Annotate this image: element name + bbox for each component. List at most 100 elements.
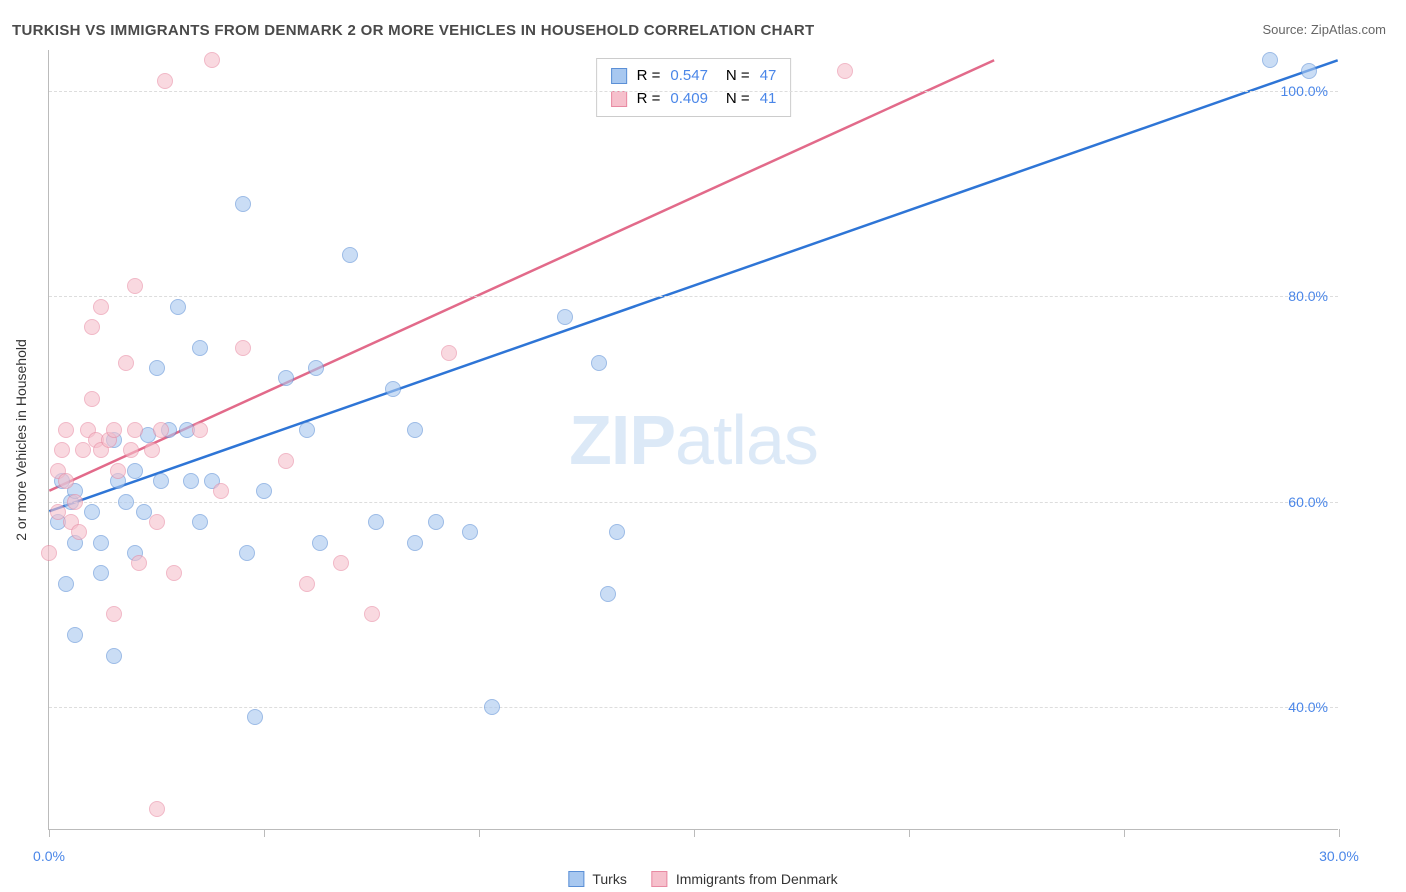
bottom-legend-label-denmark: Immigrants from Denmark <box>676 871 838 887</box>
r-value-turks: 0.547 <box>670 65 708 88</box>
x-tick <box>1339 829 1340 837</box>
watermark-atlas: atlas <box>675 401 818 479</box>
scatter-point <box>213 483 229 499</box>
scatter-point <box>204 52 220 68</box>
n-label: N = <box>726 65 750 88</box>
scatter-point <box>67 627 83 643</box>
bottom-legend-item-turks: Turks <box>568 871 626 887</box>
scatter-point <box>106 606 122 622</box>
scatter-point <box>118 494 134 510</box>
scatter-point <box>93 299 109 315</box>
y-tick-label: 40.0% <box>1288 699 1328 715</box>
bottom-legend: Turks Immigrants from Denmark <box>568 871 837 887</box>
watermark-zip: ZIP <box>569 401 675 479</box>
scatter-point <box>93 565 109 581</box>
trend-svg <box>49 50 1338 829</box>
scatter-point <box>441 345 457 361</box>
x-tick <box>264 829 265 837</box>
source-label: Source: ZipAtlas.com <box>1262 22 1386 37</box>
legend-stats-row-1: R = 0.547 N = 47 <box>611 65 777 88</box>
scatter-point <box>407 422 423 438</box>
scatter-point <box>157 73 173 89</box>
scatter-point <box>247 709 263 725</box>
grid-line <box>49 707 1338 708</box>
bottom-swatch-denmark <box>652 871 668 887</box>
scatter-point <box>106 648 122 664</box>
scatter-point <box>67 494 83 510</box>
x-tick <box>49 829 50 837</box>
y-tick-label: 80.0% <box>1288 288 1328 304</box>
scatter-point <box>299 422 315 438</box>
scatter-point <box>407 535 423 551</box>
bottom-legend-label-turks: Turks <box>592 871 626 887</box>
scatter-point <box>84 504 100 520</box>
scatter-point <box>127 278 143 294</box>
scatter-point <box>58 422 74 438</box>
scatter-point <box>333 555 349 571</box>
scatter-point <box>123 442 139 458</box>
scatter-point <box>149 514 165 530</box>
scatter-point <box>54 442 70 458</box>
scatter-point <box>110 463 126 479</box>
scatter-point <box>192 340 208 356</box>
scatter-point <box>153 473 169 489</box>
x-tick <box>1124 829 1125 837</box>
scatter-point <box>170 299 186 315</box>
scatter-point <box>144 442 160 458</box>
x-tick <box>479 829 480 837</box>
scatter-point <box>84 391 100 407</box>
scatter-point <box>837 63 853 79</box>
y-tick-label: 100.0% <box>1281 83 1328 99</box>
scatter-point <box>278 370 294 386</box>
scatter-point <box>149 360 165 376</box>
scatter-point <box>192 422 208 438</box>
scatter-point <box>84 319 100 335</box>
scatter-point <box>256 483 272 499</box>
scatter-point <box>609 524 625 540</box>
scatter-point <box>1301 63 1317 79</box>
grid-line <box>49 296 1338 297</box>
scatter-point <box>127 422 143 438</box>
scatter-point <box>484 699 500 715</box>
scatter-point <box>127 463 143 479</box>
trend-line <box>49 60 1337 511</box>
scatter-point <box>131 555 147 571</box>
scatter-point <box>308 360 324 376</box>
x-tick <box>694 829 695 837</box>
scatter-point <box>428 514 444 530</box>
grid-line <box>49 91 1338 92</box>
x-tick-label: 0.0% <box>33 848 65 864</box>
legend-stats-box: R = 0.547 N = 47 R = 0.409 N = 41 <box>596 58 792 117</box>
y-tick-label: 60.0% <box>1288 494 1328 510</box>
bottom-legend-item-denmark: Immigrants from Denmark <box>652 871 838 887</box>
y-axis-title: 2 or more Vehicles in Household <box>13 339 29 541</box>
x-tick <box>909 829 910 837</box>
scatter-point <box>235 340 251 356</box>
scatter-point <box>118 355 134 371</box>
scatter-point <box>342 247 358 263</box>
scatter-point <box>183 473 199 489</box>
bottom-swatch-turks <box>568 871 584 887</box>
scatter-point <box>364 606 380 622</box>
watermark: ZIPatlas <box>569 400 818 480</box>
chart-title: TURKISH VS IMMIGRANTS FROM DENMARK 2 OR … <box>12 22 814 39</box>
scatter-point <box>591 355 607 371</box>
n-value-turks: 47 <box>760 65 777 88</box>
scatter-point <box>93 535 109 551</box>
scatter-point <box>41 545 57 561</box>
scatter-point <box>312 535 328 551</box>
scatter-point <box>462 524 478 540</box>
r-label: R = <box>637 65 661 88</box>
scatter-point <box>166 565 182 581</box>
scatter-point <box>299 576 315 592</box>
scatter-point <box>235 196 251 212</box>
scatter-point <box>385 381 401 397</box>
scatter-point <box>278 453 294 469</box>
scatter-point <box>557 309 573 325</box>
scatter-point <box>192 514 208 530</box>
scatter-point <box>368 514 384 530</box>
scatter-point <box>106 422 122 438</box>
scatter-point <box>149 801 165 817</box>
scatter-point <box>239 545 255 561</box>
scatter-point <box>71 524 87 540</box>
